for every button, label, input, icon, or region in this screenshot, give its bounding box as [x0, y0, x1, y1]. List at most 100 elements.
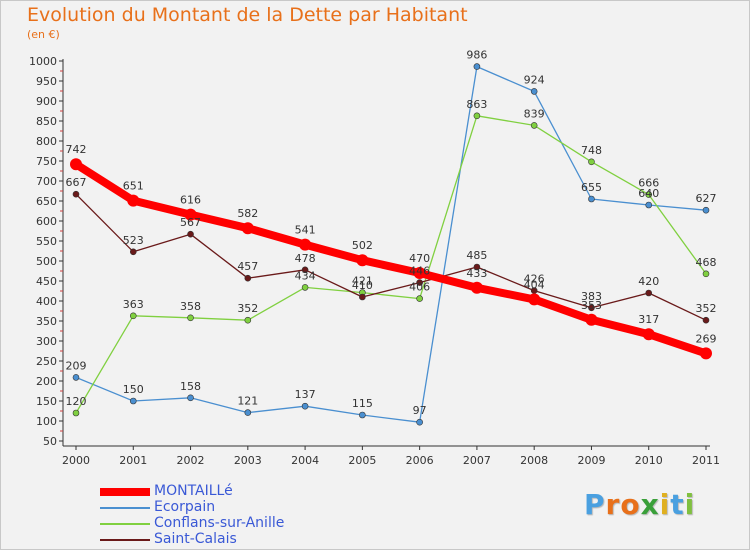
- data-label: 470: [409, 252, 430, 265]
- data-point: [187, 314, 194, 322]
- y-tick-label: 100: [36, 415, 57, 428]
- data-point: [530, 122, 538, 129]
- x-tick-label: 2000: [62, 454, 90, 467]
- series-line-0: [72, 160, 710, 358]
- data-label: 434: [295, 269, 316, 282]
- y-tick-label: 800: [36, 135, 57, 148]
- y-tick-label: 450: [36, 275, 57, 288]
- x-tick-label: 2011: [692, 454, 720, 467]
- x-tick-label: 2005: [348, 454, 376, 467]
- data-label: 485: [466, 249, 487, 262]
- data-label: 567: [180, 216, 201, 229]
- y-tick-label: 700: [36, 175, 57, 188]
- x-tick-label: 2007: [463, 454, 491, 467]
- legend-swatch: [100, 488, 150, 496]
- data-point: [416, 418, 423, 426]
- data-point: [359, 293, 366, 301]
- data-label: 924: [524, 73, 545, 86]
- data-point: [585, 313, 598, 326]
- chart-subtitle: (en €): [27, 28, 60, 41]
- data-point: [702, 316, 710, 324]
- data-label: 457: [237, 260, 258, 273]
- data-point: [244, 409, 252, 416]
- data-point: [645, 191, 653, 198]
- data-point: [241, 222, 254, 235]
- data-label: 358: [180, 300, 201, 313]
- data-point: [416, 279, 423, 286]
- y-tick-label: 950: [36, 75, 57, 88]
- y-tick-label: 200: [36, 375, 57, 388]
- y-tick-label: 550: [36, 235, 57, 248]
- legend-swatch: [100, 539, 150, 541]
- data-point: [187, 394, 194, 402]
- data-label: 426: [524, 273, 545, 286]
- series-line-2: [75, 115, 707, 414]
- data-label: 120: [66, 395, 87, 408]
- data-label: 353: [581, 299, 602, 312]
- data-label: 363: [123, 298, 144, 311]
- data-label: 742: [66, 143, 87, 156]
- data-label: 627: [696, 192, 717, 205]
- data-label: 269: [696, 332, 717, 345]
- data-label: 209: [66, 359, 87, 372]
- data-label: 655: [581, 181, 602, 194]
- data-point: [359, 411, 366, 419]
- legend-label: Saint-Calais: [154, 531, 237, 547]
- data-label: 150: [123, 383, 144, 396]
- data-label: 158: [180, 380, 201, 393]
- data-point: [702, 206, 710, 214]
- x-tick-label: 2008: [520, 454, 548, 467]
- y-tick-label: 1000: [29, 55, 57, 68]
- y-tick-label: 600: [36, 215, 57, 228]
- data-point: [416, 295, 423, 302]
- data-point: [642, 328, 655, 341]
- data-point: [470, 281, 483, 294]
- y-tick-label: 50: [43, 435, 57, 448]
- data-point: [129, 248, 137, 256]
- data-point: [700, 347, 712, 360]
- data-point: [70, 158, 82, 171]
- data-point: [645, 201, 653, 209]
- logo-letter: x: [640, 488, 660, 521]
- y-tick-label: 350: [36, 315, 57, 328]
- logo-letter: o: [620, 488, 641, 521]
- data-point: [72, 409, 80, 417]
- data-label: 748: [581, 144, 602, 157]
- data-point: [299, 238, 312, 251]
- x-tick-label: 2009: [577, 454, 605, 467]
- legend-label: Conflans-sur-Anille: [154, 515, 285, 531]
- y-tick-label: 850: [36, 115, 57, 128]
- y-tick-label: 250: [36, 355, 57, 368]
- logo-letter: t: [670, 488, 685, 521]
- legend-label: Ecorpain: [154, 499, 216, 515]
- data-point: [588, 304, 595, 312]
- data-point: [127, 194, 140, 207]
- data-label: 317: [638, 313, 659, 326]
- data-label: 541: [295, 224, 316, 237]
- x-tick-label: 2004: [291, 454, 319, 467]
- data-label: 839: [524, 107, 545, 120]
- data-label: 667: [66, 176, 87, 189]
- data-label: 421: [352, 275, 373, 288]
- data-label: 97: [413, 404, 427, 417]
- data-point: [473, 263, 481, 271]
- y-tick-label: 650: [36, 195, 57, 208]
- x-tick-label: 2002: [177, 454, 205, 467]
- data-label: 406: [409, 281, 430, 294]
- proxiti-logo: Proxiti: [584, 488, 695, 521]
- data-point: [588, 158, 595, 166]
- data-label: 640: [638, 187, 659, 200]
- data-label: 121: [237, 395, 258, 408]
- series-line-3: [75, 193, 707, 321]
- y-tick-label: 150: [36, 395, 57, 408]
- legend-swatch: [100, 507, 150, 509]
- data-label: 115: [352, 397, 373, 410]
- data-label: 986: [466, 49, 487, 62]
- data-point: [301, 266, 309, 274]
- data-label: 651: [123, 180, 144, 193]
- legend-label: MONTAILLé: [154, 483, 233, 499]
- data-point: [413, 267, 426, 279]
- x-tick-label: 2010: [635, 454, 663, 467]
- data-label: 410: [352, 279, 373, 292]
